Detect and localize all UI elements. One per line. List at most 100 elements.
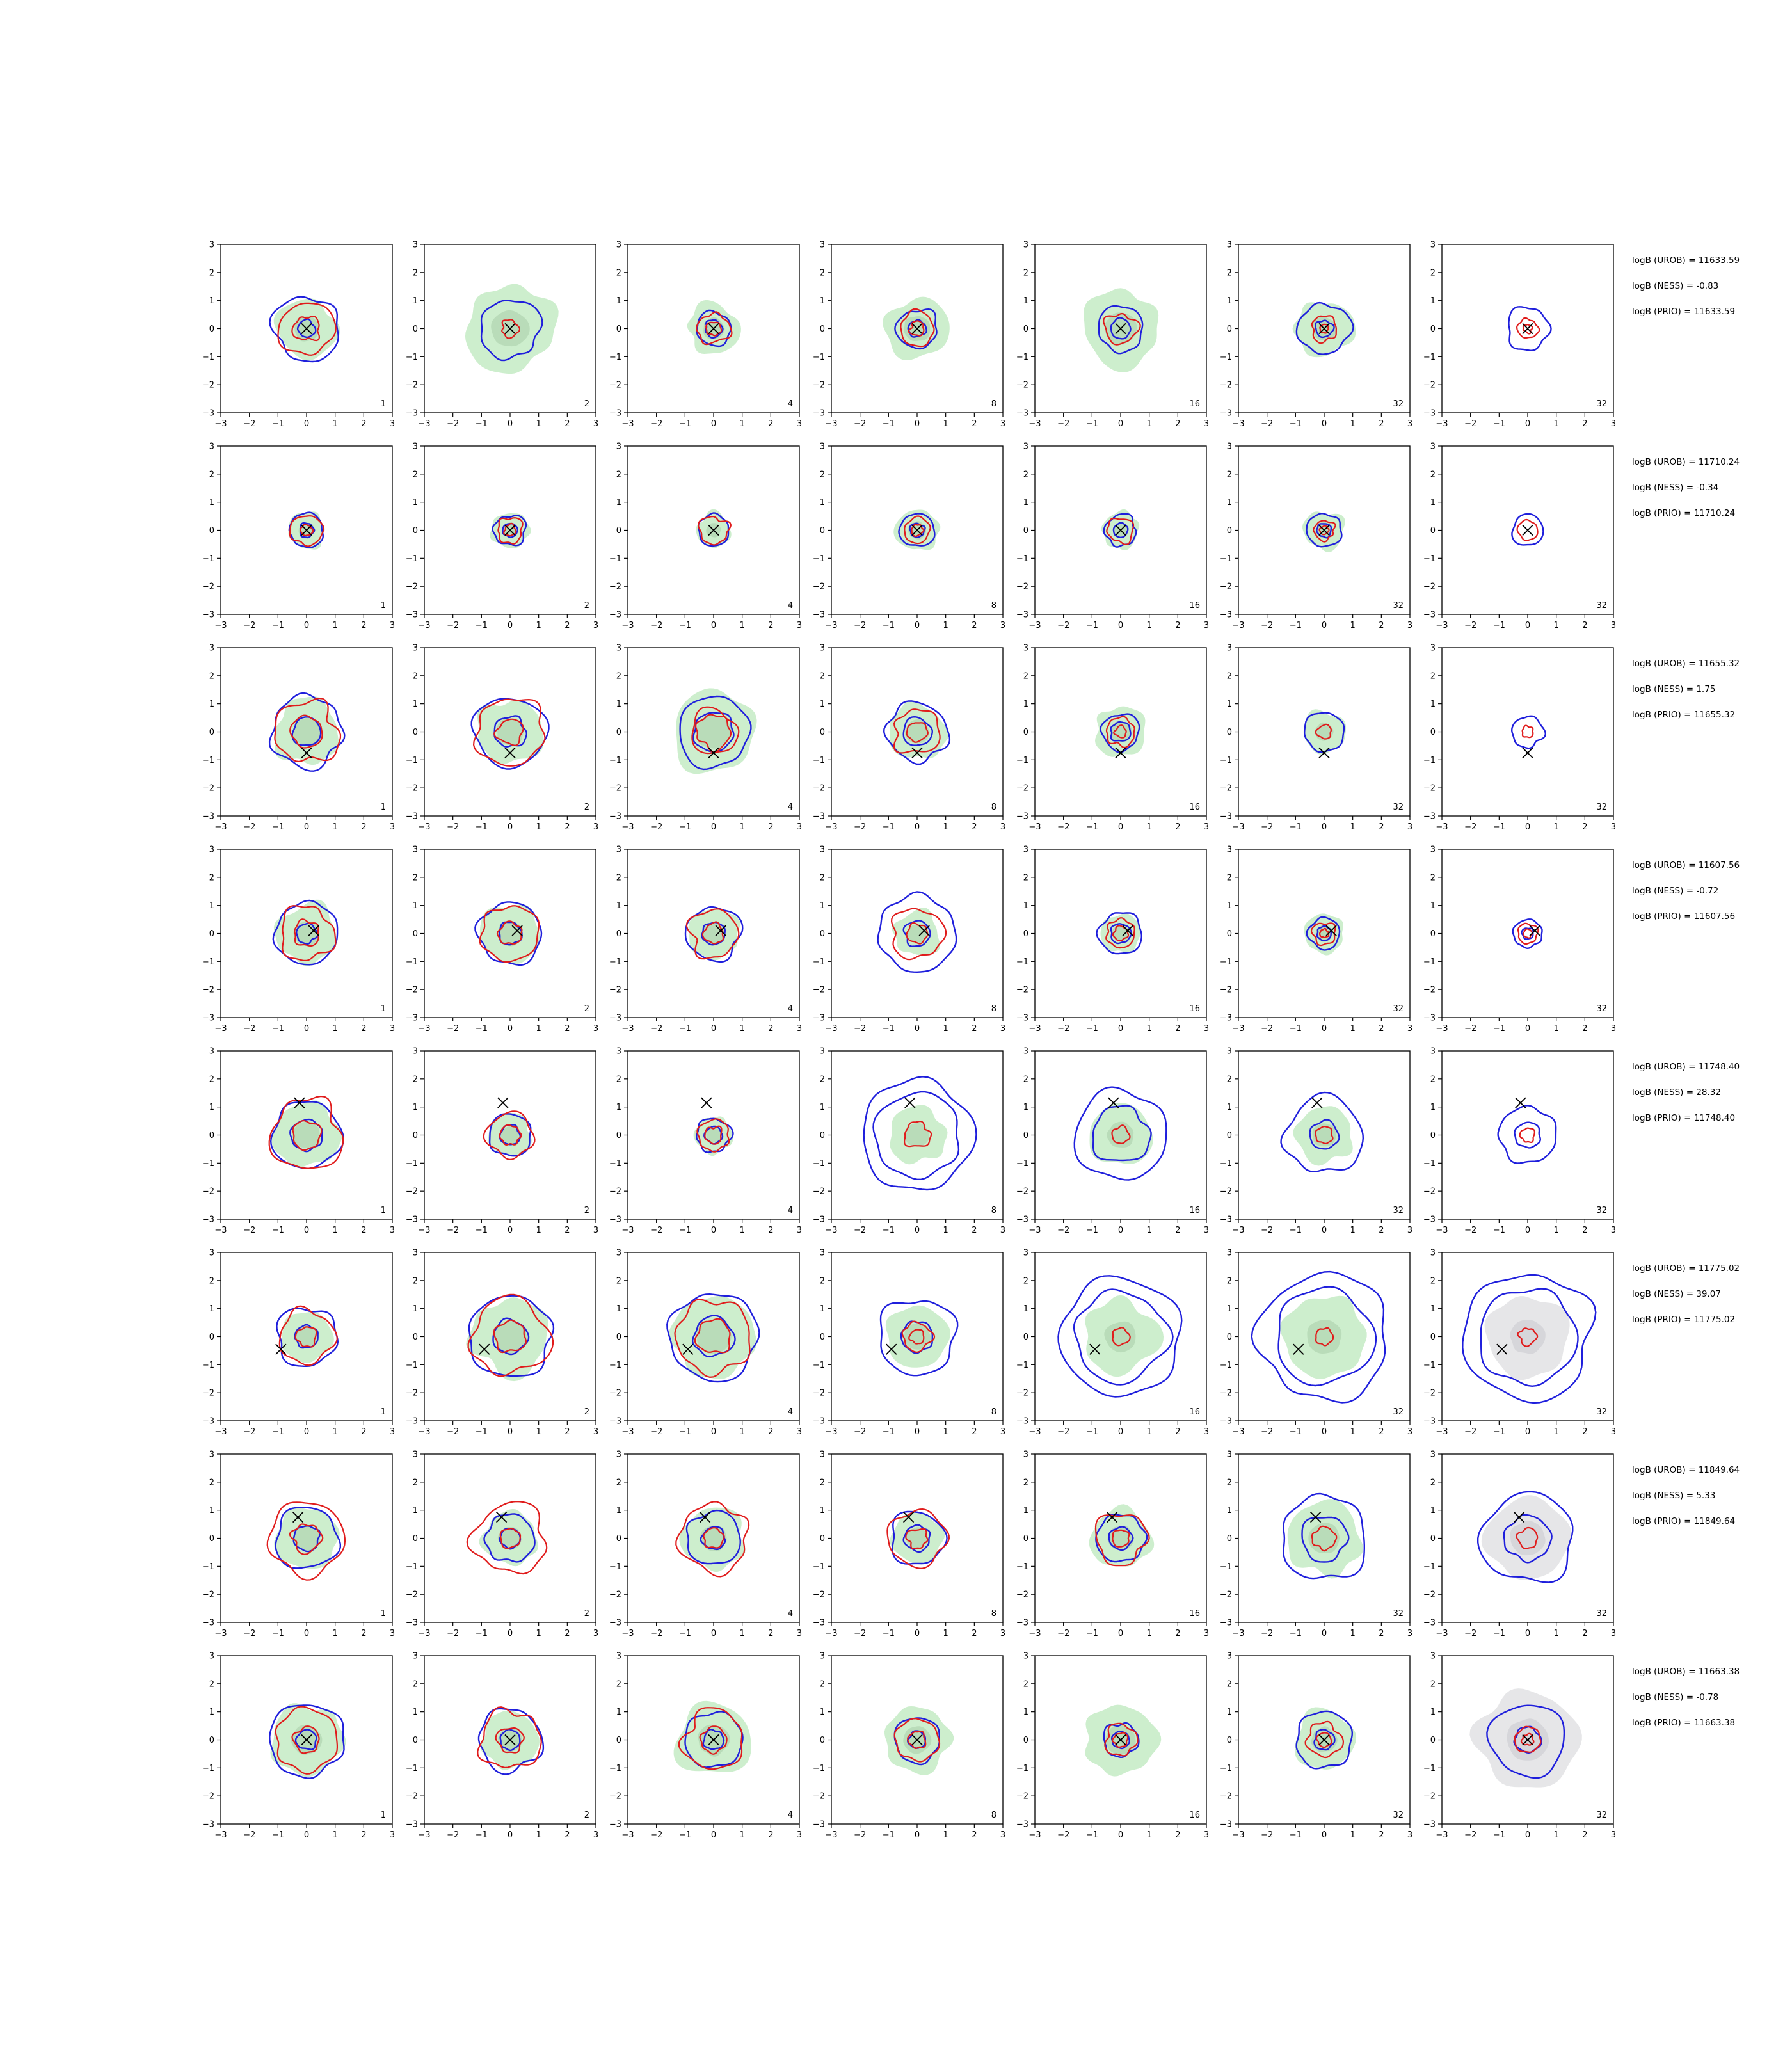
panel-plot-area bbox=[477, 1706, 545, 1775]
x-tick-label: 0 bbox=[711, 822, 716, 832]
y-tick-label: 2 bbox=[1227, 470, 1232, 479]
y-tick-label: 0 bbox=[1227, 1534, 1232, 1544]
red-contour bbox=[893, 708, 941, 754]
y-tick-label: 3 bbox=[209, 1652, 214, 1661]
count-label: 32 bbox=[1393, 1609, 1404, 1619]
logb-annotation: logB (PRIO) = 11655.32 bbox=[1632, 710, 1735, 720]
y-tick-label: 0 bbox=[209, 1736, 214, 1745]
x-tick-label: 2 bbox=[1379, 1226, 1384, 1235]
count-label: 32 bbox=[1393, 399, 1404, 409]
y-tick-label: −3 bbox=[1016, 1417, 1028, 1427]
blue-contour bbox=[1112, 522, 1129, 538]
x-tick-label: −3 bbox=[621, 1629, 634, 1638]
y-tick-label: 0 bbox=[1023, 1131, 1028, 1140]
y-tick-label: −3 bbox=[202, 1014, 214, 1023]
x-tick-label: −2 bbox=[854, 1024, 866, 1034]
x-tick-label: 0 bbox=[1118, 1226, 1123, 1235]
truth-marker bbox=[701, 1097, 712, 1108]
x-tick-label: −2 bbox=[1261, 1226, 1273, 1235]
x-tick-label: 1 bbox=[740, 419, 745, 429]
x-tick-label: −3 bbox=[1028, 822, 1041, 832]
x-tick-label: 1 bbox=[333, 1427, 338, 1437]
y-tick-label: 1 bbox=[820, 901, 825, 911]
x-tick-label: 3 bbox=[797, 1226, 802, 1235]
x-tick-label: −3 bbox=[825, 1226, 837, 1235]
panel-plot-area bbox=[275, 1305, 339, 1367]
y-tick-label: −1 bbox=[1423, 554, 1436, 564]
x-tick-label: −2 bbox=[447, 1427, 459, 1437]
x-tick-label: 3 bbox=[593, 1427, 598, 1437]
posterior-core-fill bbox=[292, 1524, 320, 1552]
y-tick-label: 1 bbox=[413, 1304, 418, 1314]
y-tick-label: 1 bbox=[1023, 901, 1028, 911]
y-tick-label: −2 bbox=[1016, 784, 1028, 794]
panel-plot-area bbox=[466, 1293, 555, 1382]
y-tick-label: −3 bbox=[1220, 1417, 1232, 1427]
x-tick-label: 3 bbox=[1204, 1830, 1209, 1840]
x-tick-label: −3 bbox=[1436, 1427, 1448, 1437]
y-tick-label: −3 bbox=[406, 1820, 418, 1830]
x-tick-label: 2 bbox=[972, 1629, 977, 1638]
y-tick-label: 0 bbox=[616, 324, 621, 334]
y-tick-label: −3 bbox=[406, 409, 418, 419]
y-tick-label: 3 bbox=[1227, 845, 1232, 855]
y-tick-label: −3 bbox=[1016, 1820, 1028, 1830]
x-tick-label: 1 bbox=[1147, 1629, 1152, 1638]
logb-annotation: logB (UROB) = 11633.59 bbox=[1632, 255, 1740, 266]
panel-plot-area bbox=[1462, 1274, 1597, 1404]
truth-marker bbox=[708, 323, 719, 335]
y-tick-label: 2 bbox=[820, 1276, 825, 1286]
y-tick-label: −3 bbox=[813, 1619, 825, 1628]
x-tick-label: 3 bbox=[1611, 621, 1616, 630]
y-tick-label: 2 bbox=[616, 470, 621, 479]
y-tick-label: −3 bbox=[1423, 812, 1436, 822]
panel-plot-area bbox=[883, 296, 950, 360]
truth-marker bbox=[708, 1734, 719, 1746]
blue-contour bbox=[480, 300, 543, 362]
blue-contour bbox=[1511, 513, 1544, 546]
y-tick-label: 3 bbox=[413, 845, 418, 855]
x-tick-label: −3 bbox=[1028, 1427, 1041, 1437]
count-label: 32 bbox=[1596, 1609, 1607, 1619]
y-tick-label: 1 bbox=[413, 498, 418, 508]
panel-plot-area bbox=[886, 1508, 950, 1569]
x-tick-label: −2 bbox=[243, 1024, 255, 1034]
y-tick-label: −1 bbox=[1423, 1361, 1436, 1370]
y-tick-label: −1 bbox=[609, 756, 621, 765]
red-contour bbox=[1104, 1722, 1139, 1757]
x-tick-label: −1 bbox=[1086, 1427, 1098, 1437]
y-tick-label: 1 bbox=[616, 1304, 621, 1314]
panel-frame bbox=[1441, 647, 1614, 817]
panel-r3-c2: −3−3 −2 −2 −1 −1 0 0 1 1 2 2 3 3 2 bbox=[406, 644, 598, 833]
x-tick-label: −1 bbox=[883, 1830, 895, 1840]
panel-plot-area bbox=[893, 509, 941, 550]
x-tick-label: 1 bbox=[536, 1427, 541, 1437]
y-tick-label: 2 bbox=[1430, 671, 1436, 681]
x-tick-label: −1 bbox=[1493, 1427, 1505, 1437]
blue-contour bbox=[1073, 1086, 1167, 1181]
x-tick-label: 3 bbox=[1407, 1024, 1412, 1034]
x-tick-label: 3 bbox=[1204, 1629, 1209, 1638]
y-tick-label: −2 bbox=[813, 784, 825, 794]
red-contour bbox=[483, 1110, 536, 1160]
x-tick-label: 0 bbox=[915, 1427, 920, 1437]
y-tick-label: 2 bbox=[413, 1478, 418, 1487]
red-contour bbox=[1105, 716, 1135, 749]
y-tick-label: 1 bbox=[209, 700, 214, 709]
panel-plot-area bbox=[1295, 1707, 1357, 1770]
y-tick-label: −2 bbox=[1220, 1187, 1232, 1197]
red-contour bbox=[1516, 1526, 1539, 1549]
truth-marker bbox=[1089, 1343, 1101, 1355]
y-tick-label: −2 bbox=[1220, 381, 1232, 390]
panel-plot-area bbox=[1469, 1688, 1582, 1788]
y-tick-label: 1 bbox=[413, 296, 418, 306]
truth-marker bbox=[1325, 925, 1337, 936]
red-contour bbox=[1522, 324, 1533, 335]
x-tick-label: −2 bbox=[243, 822, 255, 832]
x-tick-label: 0 bbox=[1118, 822, 1123, 832]
panel-r6-c7: −3−3 −2 −2 −1 −1 0 0 1 1 2 2 3 3 32 bbox=[1423, 1249, 1616, 1437]
truth-marker bbox=[1106, 1511, 1118, 1523]
count-label: 1 bbox=[381, 1609, 386, 1619]
